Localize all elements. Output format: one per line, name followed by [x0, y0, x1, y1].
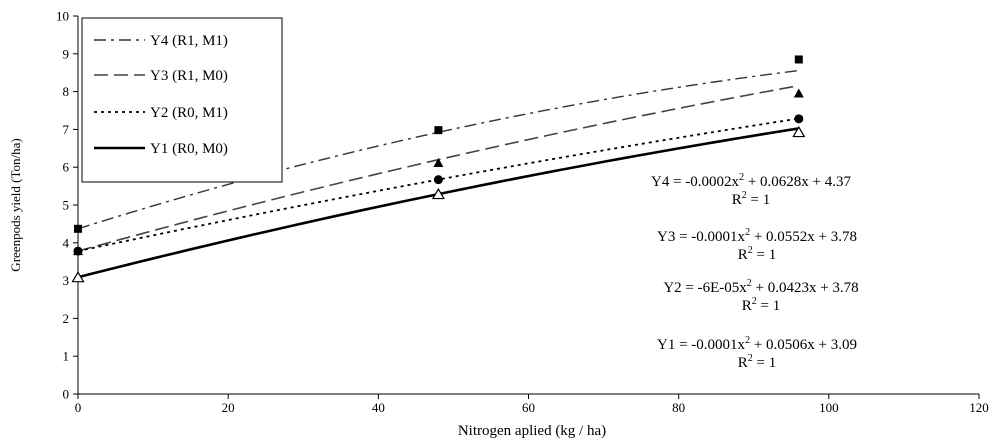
- legend-label: Y4 (R1, M1): [150, 33, 228, 49]
- marker-triangle: [433, 158, 444, 168]
- x-tick-label: 0: [75, 400, 82, 415]
- r-squared-text: R2 = 1: [738, 353, 776, 371]
- marker-square: [434, 126, 443, 135]
- y-tick-label: 4: [63, 235, 70, 250]
- y-tick-label: 5: [63, 198, 70, 213]
- marker-circle: [73, 246, 83, 256]
- series-line-1: [77, 69, 799, 230]
- y-tick-label: 10: [56, 9, 69, 24]
- marker-triangle-open: [71, 271, 85, 283]
- legend: Y4 (R1, M1) Y3 (R1, M0) Y2 (R0, M1) Y1 (R0,…: [81, 17, 283, 183]
- y-tick-label: 3: [63, 273, 70, 288]
- x-tick-label: 100: [819, 400, 839, 415]
- equation-text: Y4 = -0.0002x2 + 0.0628x + 4.37: [651, 172, 851, 190]
- series-line-3: [77, 117, 799, 253]
- y-tick-label: 7: [63, 122, 70, 137]
- equation-text: Y1 = -0.0001x2 + 0.0506x + 3.09: [657, 335, 857, 353]
- y-tick-labels: 0 1 2 3 4 5 6 7 8 9 10: [56, 9, 70, 402]
- x-tick-labels: 0 20 40 60 80 100 120: [75, 400, 989, 415]
- r-squared-text: R2 = 1: [738, 245, 776, 263]
- equation-text: Y3 = -0.0001x2 + 0.0552x + 3.78: [657, 227, 857, 245]
- r-squared-text: R2 = 1: [742, 296, 780, 314]
- y-tick-label: 6: [63, 160, 70, 175]
- x-axis-title: Nitrogen aplied (kg / ha): [458, 423, 606, 439]
- y-axis-title: Greenpods yield (Ton/ha): [8, 138, 23, 271]
- y-tick-label: 8: [63, 84, 70, 99]
- legend-label: Y3 (R1, M0): [150, 68, 228, 84]
- x-tick-label: 120: [969, 400, 989, 415]
- legend-label: Y2 (R0, M1): [150, 105, 228, 121]
- marker-square: [74, 224, 82, 233]
- y-tick-label: 9: [63, 46, 70, 61]
- legend-label: Y1 (R0, M0): [150, 141, 228, 157]
- y-tick-label: 1: [63, 349, 70, 364]
- y-tick-label: 2: [63, 311, 70, 326]
- marker-triangle-open: [792, 125, 806, 138]
- x-tick-label: 40: [372, 400, 385, 415]
- y-tick-label: 0: [63, 387, 70, 402]
- marker-circle: [794, 114, 804, 124]
- equation-text: Y2 = -6E-05x2 + 0.0423x + 3.78: [663, 278, 858, 296]
- x-tick-label: 60: [522, 400, 535, 415]
- x-tick-label: 20: [222, 400, 235, 415]
- legend-box: [81, 17, 283, 183]
- x-tick-label: 80: [672, 400, 685, 415]
- r-squared-text: R2 = 1: [732, 190, 770, 208]
- series-markers: [71, 55, 806, 283]
- marker-triangle: [793, 88, 804, 98]
- marker-circle: [433, 175, 443, 185]
- marker-triangle-open: [431, 187, 445, 200]
- marker-square: [794, 55, 803, 64]
